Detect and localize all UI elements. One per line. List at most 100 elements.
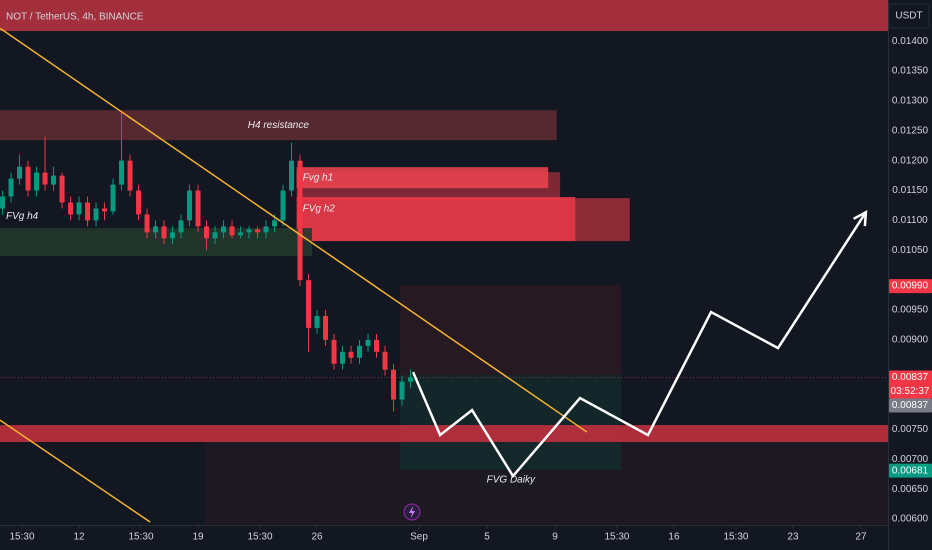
x-tick-label: 15:30 (129, 532, 154, 543)
projection-arrowhead (852, 209, 868, 227)
candle-body (314, 315, 320, 328)
candle-body (238, 232, 244, 236)
y-tick-label: 0.01200 (892, 155, 929, 166)
y-tick-label: 0.01100 (892, 215, 928, 226)
price-tag (889, 370, 932, 399)
candle-body (0, 196, 6, 209)
candle-body (399, 381, 405, 400)
zone-label: FVG Daiky (487, 475, 536, 486)
y-tick-label: 0.00650 (892, 484, 929, 495)
candle-body (85, 202, 91, 221)
price-tag-countdown: 03:52:37 (891, 386, 930, 397)
zone (0, 0, 888, 32)
x-tick-label: 16 (668, 532, 680, 543)
candle-body (212, 232, 218, 239)
price-tag (889, 398, 932, 413)
candle-body (136, 190, 142, 215)
candle-body (178, 220, 184, 233)
x-tick-label: Sep (410, 532, 428, 543)
y-tick-label: 0.00700 (892, 454, 929, 465)
y-tick-label: 0.01250 (892, 125, 929, 136)
candle-body (408, 377, 414, 382)
trendline (0, 27, 588, 433)
candle-body (229, 226, 235, 236)
candle-body (8, 178, 14, 197)
zone-label: FVg h2 (303, 204, 336, 215)
candle-body (76, 202, 82, 215)
candle-body (153, 226, 159, 233)
candle-body (144, 214, 150, 233)
zone-label: FVg h4 (6, 211, 39, 222)
price-tag-label: 0.00681 (892, 465, 929, 476)
candle-body (17, 166, 23, 179)
zone (575, 198, 630, 242)
candle-body (323, 315, 329, 340)
x-tick-label: 12 (73, 532, 85, 543)
zone-label: Fvg h1 (303, 172, 334, 183)
price-tag-label: 0.00837 (892, 400, 929, 411)
price-tag (889, 463, 932, 478)
zone-label: H4 resistance (248, 120, 310, 131)
candle-body (25, 166, 31, 191)
candle-body (331, 339, 337, 364)
candle-body (170, 232, 176, 239)
candle-body (374, 339, 380, 352)
candle-body (102, 208, 108, 212)
y-tick-label: 0.00900 (892, 334, 929, 345)
candle-body (51, 175, 57, 185)
candle-body (195, 190, 201, 227)
candle-body (161, 226, 167, 239)
candle-body (289, 160, 295, 191)
candle-body (34, 172, 40, 191)
y-tick-label: 0.01400 (892, 36, 929, 47)
x-tick-label: 23 (787, 532, 799, 543)
candle-body (306, 280, 312, 328)
candle-body (280, 190, 286, 221)
x-tick-label: 5 (484, 532, 490, 543)
zone (400, 285, 622, 376)
price-tag-label: 0.00837 (892, 372, 929, 383)
x-tick-label: 15:30 (247, 532, 272, 543)
y-tick-label: 0.00750 (892, 424, 929, 435)
plot-area: FVG Daiky H4 resistance Fvg h1 FVg h2 FVg h4 (0, 0, 888, 523)
candle-body (110, 184, 116, 212)
y-tick-label: 0.01350 (892, 66, 929, 77)
x-tick-label: 15:30 (10, 532, 35, 543)
candle-body (272, 220, 278, 227)
candle-body (59, 175, 65, 203)
zone (296, 167, 549, 189)
zone (400, 375, 622, 471)
y-tick-label: 0.00600 (892, 514, 929, 525)
candle-body (187, 190, 193, 221)
chart-title: NOT / TetherUS, 4h, BINANCE (6, 12, 144, 23)
price-tag (889, 279, 932, 294)
zone (296, 197, 576, 242)
zone (0, 110, 557, 141)
candle-body (348, 351, 354, 358)
x-tick-label: 9 (552, 532, 558, 543)
candle-body (221, 226, 227, 233)
x-tick-label: 26 (311, 532, 323, 543)
trendline (0, 419, 151, 523)
candle-body (255, 229, 261, 233)
price-tag-label: 0.00990 (892, 281, 929, 292)
y-tick-label: 0.01300 (892, 96, 929, 107)
candle-body (263, 226, 269, 233)
x-tick-label: 27 (855, 532, 867, 543)
candle-body (68, 202, 74, 215)
candle-body (365, 339, 371, 346)
currency-button[interactable] (888, 3, 930, 29)
candle-body (357, 345, 363, 358)
candle-body (246, 229, 252, 233)
candle-body (93, 208, 99, 221)
candle-body (297, 160, 303, 281)
candle-body (119, 160, 125, 185)
x-tick-label: 15:30 (723, 532, 748, 543)
candle-body (391, 369, 397, 400)
candle-body (340, 351, 346, 364)
x-tick-label: 15:30 (604, 532, 629, 543)
y-tick-label: 0.00950 (892, 305, 929, 316)
projection-path (411, 211, 867, 479)
